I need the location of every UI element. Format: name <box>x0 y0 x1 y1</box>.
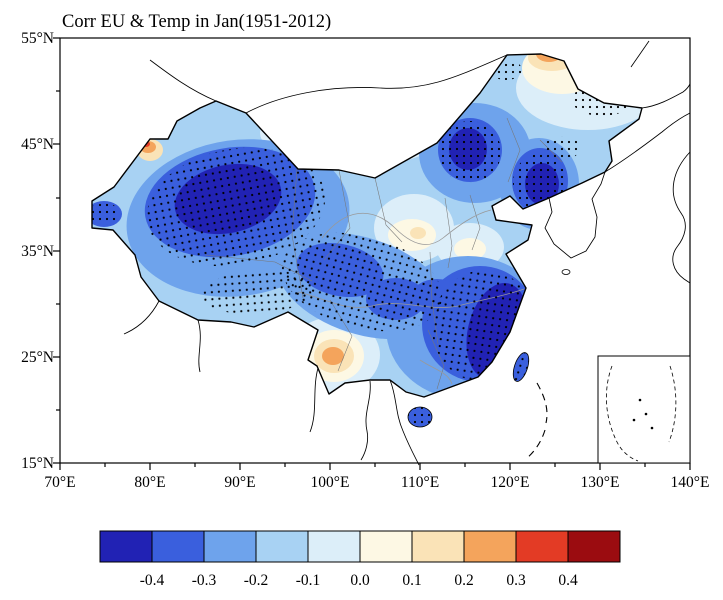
colorbar-label: -0.1 <box>296 572 321 589</box>
yellow-river <box>321 209 492 245</box>
province-line <box>469 194 481 251</box>
x-tick-label: 70°E <box>44 474 75 491</box>
colorbar-label: 0.1 <box>402 572 421 589</box>
colorbar-cell <box>515 530 569 563</box>
contour-region-cream-plain <box>454 238 486 260</box>
colorbar-label: 0.2 <box>454 572 473 589</box>
myanmar-boundary-line <box>309 367 319 433</box>
sakhalin-line <box>630 40 650 68</box>
inset-dash-line <box>606 365 639 462</box>
china-border <box>91 53 643 398</box>
hainan-island <box>407 406 433 428</box>
nine-dash-segment <box>536 382 548 424</box>
stipple-region-west <box>146 147 326 267</box>
province-line <box>506 117 521 183</box>
y-tick-label: 15°N <box>21 455 54 472</box>
x-tick-label: 110°E <box>401 474 439 491</box>
mongolia-russia-border-line <box>245 54 508 114</box>
x-tick-label: 130°E <box>581 474 620 491</box>
y-axis-ticks <box>53 37 60 464</box>
colorbar: -0.4 -0.3 -0.2 -0.1 0.0 0.1 0.2 0.3 0.4 <box>99 530 621 589</box>
stipple-region-tibet <box>202 269 314 315</box>
indochina-boundary-line <box>360 380 371 461</box>
x-tick-label: 90°E <box>224 474 255 491</box>
china-map <box>91 53 643 460</box>
figure-title: Corr EU & Temp in Jan(1951-2012) <box>62 12 331 32</box>
x-axis-ticks <box>59 463 691 470</box>
russia-ne-coastline <box>641 83 691 109</box>
jeju-island <box>561 269 571 275</box>
province-line <box>444 197 453 269</box>
colorbar-label: 0.3 <box>506 572 526 589</box>
x-tick-label: 80°E <box>134 474 165 491</box>
colorbar-label: 0.4 <box>558 572 578 589</box>
colorbar-label: -0.2 <box>244 572 269 589</box>
pearl-river <box>419 359 453 385</box>
province-line <box>427 329 445 390</box>
inset-island-dot <box>638 398 642 402</box>
korea-coastline <box>544 171 606 259</box>
colorbar-label: -0.4 <box>140 572 165 589</box>
stipple-region-central <box>281 232 443 332</box>
y-tick-label: 55°N <box>21 30 54 47</box>
colorbar-cell <box>307 530 361 563</box>
y-axis-labels: 55°N 45°N 35°N 25°N 15°N <box>21 30 54 472</box>
contour-fills <box>92 54 642 397</box>
scs-inset <box>597 355 691 464</box>
stipple-region-nefar1 <box>572 84 632 116</box>
y-tick-label: 45°N <box>21 136 54 153</box>
taiwan-island <box>512 352 530 382</box>
vietnam-coastline <box>389 379 420 466</box>
stipple-region-ne1 <box>439 121 501 183</box>
x-tick-label: 120°E <box>491 474 530 491</box>
primorye-coastline <box>604 112 691 173</box>
colorbar-cell <box>359 530 413 563</box>
x-axis-labels: 70°E 80°E 90°E 100°E 110°E 120°E 130°E 1… <box>44 474 709 491</box>
inset-dash-line <box>668 365 677 443</box>
x-tick-label: 140°E <box>671 474 710 491</box>
colorbar-cell <box>99 530 153 563</box>
stipple-region-nefar2 <box>544 136 580 160</box>
stipple-region-hainan <box>408 407 432 427</box>
background-coastlines <box>123 40 691 466</box>
inset-island-dot <box>650 426 654 430</box>
india-nepal-boundary-line <box>123 300 160 335</box>
x-tick-label: 100°E <box>311 474 350 491</box>
stipple-region-top <box>490 60 522 80</box>
japan-coastline <box>672 151 691 284</box>
kazakh-border-line <box>149 59 217 102</box>
inset-island-dot <box>632 418 636 422</box>
y-tick-label: 35°N <box>21 243 54 260</box>
bangladesh-boundary-line <box>197 319 201 373</box>
colorbar-cell <box>151 530 205 563</box>
colorbar-cell <box>203 530 257 563</box>
colorbar-cell <box>463 530 517 563</box>
scs-inset-box <box>597 355 691 464</box>
stipple-region-ne2 <box>513 154 567 212</box>
colorbar-cell <box>255 530 309 563</box>
contour-region-orange-yunnan <box>322 347 344 365</box>
contour-region-tan-shaanxi <box>410 227 426 239</box>
y-tick-label: 25°N <box>21 349 54 366</box>
colorbar-label: 0.0 <box>350 572 370 589</box>
stipple-region-westtip <box>92 203 120 225</box>
colorbar-label: -0.3 <box>192 572 217 589</box>
stipple-region-taiwan <box>513 352 529 382</box>
province-line <box>374 177 403 243</box>
nine-dash-segment <box>525 429 546 460</box>
contour-region-red-mohe <box>541 54 553 55</box>
inset-island-dot <box>644 412 648 416</box>
colorbar-cell <box>411 530 465 563</box>
colorbar-cell <box>567 530 621 563</box>
